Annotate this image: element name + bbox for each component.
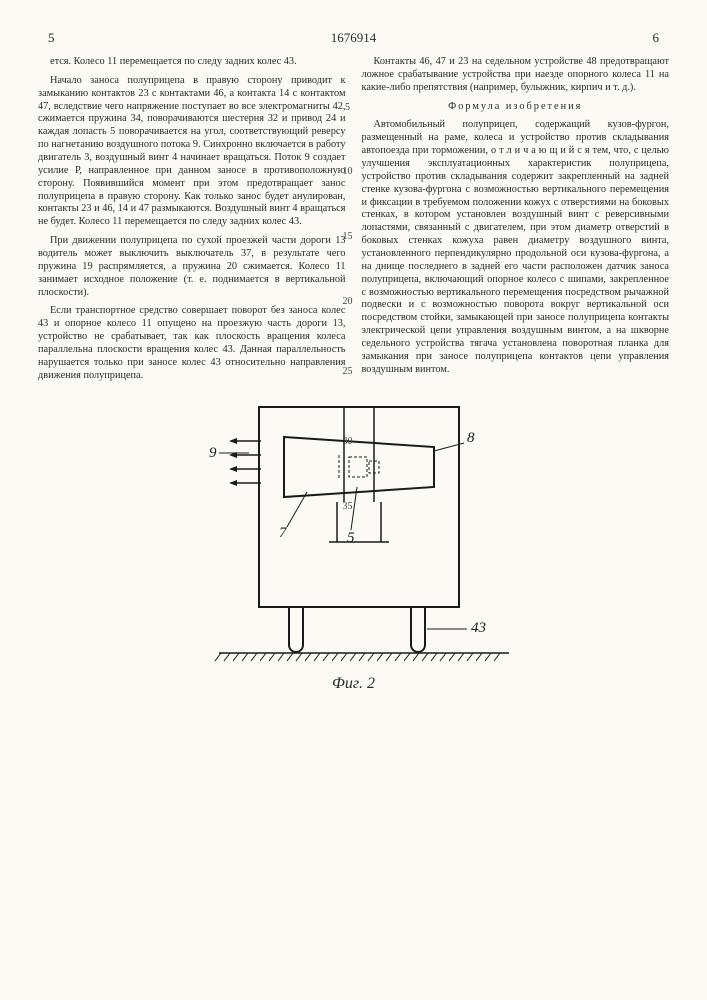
page-header: 5 1676914 6	[38, 30, 669, 46]
body-paragraph: Начало заноса полуприцепа в правую сторо…	[38, 75, 346, 229]
line-number: 25	[341, 366, 355, 379]
text-columns: 5 10 15 20 25 30 35 ется. Колесо 11 пере…	[38, 56, 669, 389]
patent-page: 5 1676914 6 5 10 15 20 25 30 35 ется. Ко…	[0, 0, 707, 1000]
svg-text:43: 43	[471, 620, 486, 636]
line-number: 15	[341, 231, 355, 244]
right-column: Контакты 46, 47 и 23 на седельном устрой…	[362, 56, 670, 389]
svg-text:5: 5	[347, 530, 355, 546]
svg-text:8: 8	[467, 430, 475, 446]
body-paragraph: ется. Колесо 11 перемещается по следу за…	[38, 56, 346, 69]
body-paragraph: Если транспортное средство совершает пов…	[38, 305, 346, 382]
svg-text:9: 9	[209, 445, 217, 461]
line-number: 5	[341, 102, 355, 115]
patent-number: 1676914	[0, 30, 707, 46]
svg-text:7: 7	[279, 525, 288, 541]
left-column: 5 10 15 20 25 30 35 ется. Колесо 11 пере…	[38, 56, 346, 389]
formula-heading: Формула изобретения	[362, 101, 670, 114]
line-number: 35	[341, 501, 355, 514]
body-paragraph: Автомобильный полуприцеп, содержащий куз…	[362, 119, 670, 376]
line-number: 20	[341, 296, 355, 309]
body-paragraph: При движении полуприцепа по сухой проезж…	[38, 235, 346, 299]
figure-caption: Фиг. 2	[38, 675, 669, 693]
body-paragraph: Контакты 46, 47 и 23 на седельном устрой…	[362, 56, 670, 95]
line-number: 10	[341, 166, 355, 179]
line-number: 30	[341, 436, 355, 449]
